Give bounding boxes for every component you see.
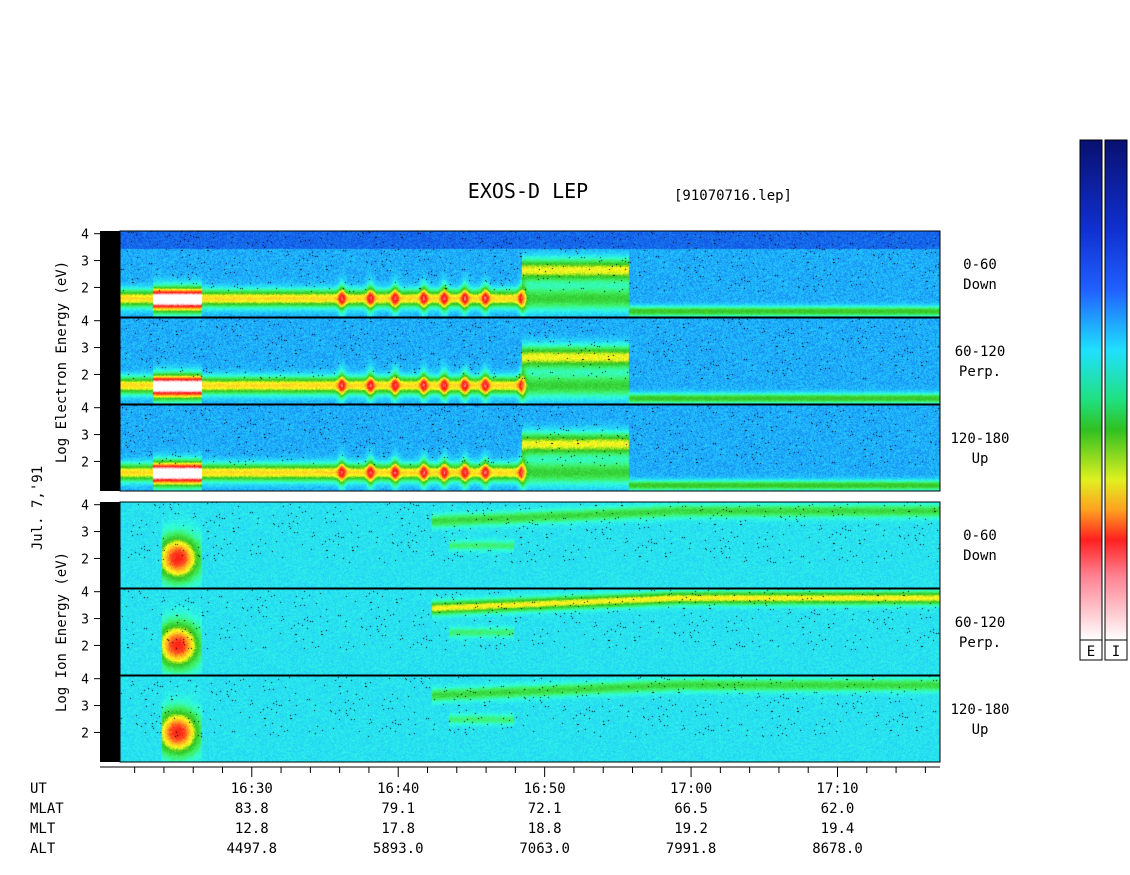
ephemeris-row-label: MLT (30, 821, 56, 837)
ephemeris-value: 4497.8 (226, 841, 277, 857)
spectrogram-panels: 4 3 2 0-60 Down 4 3 2 60-120 Perp. 4 3 2 120-180 Up 4 3 2… (81, 228, 1010, 763)
ephemeris-value: 83.8 (235, 801, 269, 817)
ephemeris-value: 5893.0 (373, 841, 424, 857)
ytick-label: 4 (81, 499, 89, 514)
ephemeris-row-label: UT (30, 781, 47, 797)
electron-blank-bar (100, 231, 120, 491)
colorbar-label: I (1112, 644, 1120, 660)
ytick-label: 2 (81, 639, 89, 654)
date-label: Jul. 7,'91 (30, 466, 46, 550)
pitch-direction-label: Down (963, 277, 997, 293)
axis-ticks (100, 766, 940, 777)
electron-panel-1-heatmap (120, 231, 940, 317)
ytick-label: 2 (81, 368, 89, 383)
x-tick-label: 17:10 (816, 781, 858, 797)
ion-panel-2-frame (119, 588, 941, 676)
ytick-label: 3 (81, 342, 89, 357)
x-tick-label: 17:00 (670, 781, 712, 797)
ylabel-electron: Log Electron Energy (eV) (54, 261, 70, 463)
ytick-label: 3 (81, 700, 89, 715)
ephemeris-value: 19.4 (821, 821, 855, 837)
ephemeris-value: 7991.8 (666, 841, 717, 857)
ephemeris-table: UT 16:30 16:40 16:50 17:00 17:10 MLAT 83.8 79.1 7… (30, 781, 863, 857)
ion-panel-3-heatmap (120, 676, 940, 762)
ephemeris-value: 17.8 (381, 821, 415, 837)
pitch-angle-label: 0-60 (963, 257, 997, 273)
ephemeris-row-label: ALT (30, 841, 56, 857)
electron-panel-2-heatmap (120, 318, 940, 404)
electron-panel-1-frame (119, 230, 941, 318)
pitch-direction-label: Perp. (959, 635, 1001, 651)
x-tick-label: 16:50 (524, 781, 566, 797)
colorbar-label: E (1087, 644, 1095, 660)
x-tick-label: 16:30 (231, 781, 273, 797)
electron-panel-3-frame (119, 404, 941, 492)
ytick-label: 4 (81, 402, 89, 417)
pitch-angle-label: 120-180 (950, 702, 1009, 718)
ytick-label: 2 (81, 281, 89, 296)
ytick-label: 2 (81, 455, 89, 470)
ephemeris-value: 8678.0 (812, 841, 863, 857)
ytick-label: 3 (81, 255, 89, 270)
pitch-direction-label: Up (972, 451, 989, 467)
electron-panel-2-frame (119, 317, 941, 405)
ephemeris-value: 18.8 (528, 821, 562, 837)
pitch-direction-label: Down (963, 548, 997, 564)
ion-blank-bar (100, 502, 120, 762)
pitch-angle-label: 120-180 (950, 431, 1009, 447)
ephemeris-value: 72.1 (528, 801, 562, 817)
ion-panel-3-frame (119, 675, 941, 763)
ephemeris-value: 79.1 (381, 801, 415, 817)
ephemeris-value: 19.2 (674, 821, 708, 837)
ytick-label: 4 (81, 228, 89, 243)
ephemeris-value: 66.5 (674, 801, 708, 817)
ytick-label: 2 (81, 726, 89, 741)
colorbar-ion (1104, 139, 1128, 641)
colorbar-electron (1079, 139, 1103, 641)
ion-panel-2-heatmap (120, 589, 940, 675)
ytick-label: 3 (81, 526, 89, 541)
ytick-label: 3 (81, 613, 89, 628)
ytick-label: 4 (81, 586, 89, 601)
ytick-label: 3 (81, 429, 89, 444)
ytick-label: 4 (81, 673, 89, 688)
file-label: [91070716.lep] (674, 188, 792, 204)
pitch-angle-label: 60-120 (955, 615, 1006, 631)
pitch-angle-label: 60-120 (955, 344, 1006, 360)
ephemeris-value: 62.0 (821, 801, 855, 817)
ephemeris-row-label: MLAT (30, 801, 64, 817)
x-tick-label: 16:40 (377, 781, 419, 797)
ion-panel-1-frame (119, 501, 941, 589)
chart-title: EXOS-D LEP (468, 179, 588, 203)
electron-panel-3-heatmap (120, 405, 940, 491)
ytick-label: 4 (81, 315, 89, 330)
ytick-label: 2 (81, 552, 89, 567)
ylabel-ion: Log Ion Energy (eV) (54, 552, 70, 712)
ephemeris-value: 7063.0 (519, 841, 570, 857)
pitch-direction-label: Up (972, 722, 989, 738)
pitch-direction-label: Perp. (959, 364, 1001, 380)
pitch-angle-label: 0-60 (963, 528, 997, 544)
ephemeris-value: 12.8 (235, 821, 269, 837)
ion-panel-1-heatmap (120, 502, 940, 588)
